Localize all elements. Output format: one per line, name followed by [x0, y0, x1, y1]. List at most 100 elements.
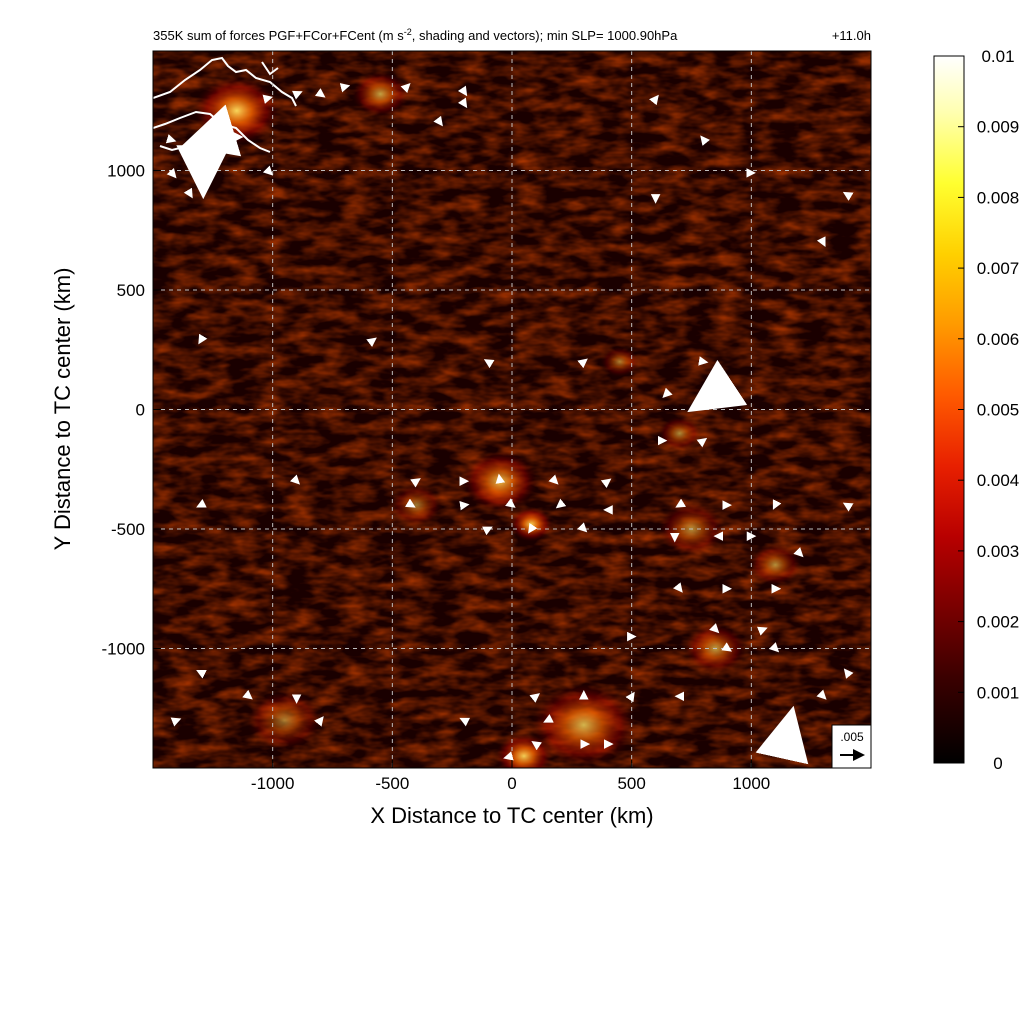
- y-tick-label-2: 0: [136, 401, 145, 420]
- colorbar-tick-label-3: 0.007: [977, 259, 1020, 278]
- x-axis-label: X Distance to TC center (km): [370, 803, 653, 828]
- colorbar-tick-label-9: 0.001: [977, 683, 1020, 702]
- hotspot-10: [600, 346, 639, 378]
- hotspot-12: [389, 484, 443, 527]
- force-vector-41: [528, 522, 538, 534]
- force-vector-22: [366, 337, 377, 348]
- colorbar-tick-label-1: 0.009: [977, 118, 1020, 137]
- force-vector-51: [289, 474, 301, 485]
- force-vector-4: [183, 187, 193, 199]
- x-tick-label-3: 500: [617, 774, 645, 793]
- hotspot-11: [246, 689, 323, 751]
- colorbar-tick-label-8: 0.002: [977, 613, 1020, 632]
- plot-area: [153, 51, 871, 768]
- force-vector-13: [457, 97, 468, 109]
- force-vector-59: [768, 642, 780, 653]
- force-vector-27: [687, 359, 748, 413]
- y-axis-ticks: 1000 500 0 -500 -1000: [102, 162, 161, 659]
- force-vector-1: [181, 104, 242, 157]
- force-vector-19: [842, 191, 854, 201]
- force-vector-32: [495, 473, 506, 484]
- reference-vector-label: .005: [840, 730, 864, 744]
- force-vector-14: [433, 115, 443, 127]
- force-vector-64: [314, 716, 324, 727]
- y-axis-label: Y Distance to TC center (km): [50, 268, 75, 551]
- force-vector-77: [816, 689, 827, 700]
- force-vector-23: [483, 359, 495, 369]
- force-vector-78: [843, 668, 854, 679]
- colorbar-tick-label-10: 0: [993, 754, 1002, 773]
- force-vector-45: [772, 499, 782, 510]
- force-vector-75: [503, 751, 514, 761]
- hotspot-1: [351, 71, 410, 117]
- force-vector-56: [709, 623, 720, 634]
- force-vector-50: [196, 498, 207, 508]
- force-vector-8: [291, 90, 303, 100]
- hotspot-6: [748, 543, 802, 586]
- y-tick-label-1: 500: [117, 281, 145, 300]
- force-vector-49: [842, 502, 854, 512]
- force-vector-24: [577, 358, 588, 369]
- hotspot-3: [509, 506, 553, 542]
- force-vector-20: [816, 236, 826, 247]
- force-vector-15: [649, 94, 659, 106]
- force-vector-35: [405, 498, 416, 508]
- force-vector-66: [459, 717, 471, 727]
- force-vector-42: [577, 522, 588, 533]
- force-vector-29: [696, 437, 708, 448]
- hotspot-8: [495, 733, 553, 768]
- colorbar-ticks: 0.01 0.009 0.008 0.007 0.006 0.005 0.004 0.003 0…: [958, 47, 1019, 773]
- reference-vector: .005: [831, 724, 872, 769]
- chart-title: 355K sum of forces PGF+FCor+FCent (m s-2…: [153, 27, 678, 43]
- force-vector-57: [757, 626, 768, 636]
- force-vector-10: [339, 83, 351, 93]
- x-tick-label-4: 1000: [732, 774, 770, 793]
- force-vector-33: [548, 474, 559, 485]
- force-vector-3: [166, 167, 177, 179]
- force-vector-69: [625, 691, 635, 703]
- hotspot-0: [193, 76, 280, 146]
- y-tick-label-0: 1000: [107, 162, 145, 181]
- force-vector-71: [543, 713, 554, 723]
- x-tick-label-0: -1000: [251, 774, 294, 793]
- force-vector-0: [165, 134, 177, 144]
- force-vector-67: [529, 693, 540, 703]
- force-vector-61: [196, 670, 207, 679]
- colorbar: 0.01 0.009 0.008 0.007 0.006 0.005 0.004 0.003 0…: [933, 47, 1019, 773]
- y-tick-label-4: -1000: [102, 640, 145, 659]
- force-vector-21: [198, 333, 208, 345]
- force-vector-16: [700, 135, 710, 146]
- x-axis-ticks: -1000 -500 0 500 1000: [251, 760, 770, 793]
- force-vector-6: [262, 165, 274, 176]
- force-vector-76: [755, 705, 809, 765]
- force-vector-30: [410, 478, 421, 488]
- force-vector-12: [457, 85, 468, 97]
- colorbar-tick-label-6: 0.004: [977, 471, 1020, 490]
- force-vector-55: [793, 547, 804, 558]
- force-vector-38: [555, 498, 567, 509]
- force-vector-34: [600, 478, 612, 489]
- force-vector-43: [675, 498, 687, 508]
- x-tick-label-1: -500: [375, 774, 409, 793]
- colorbar-tick-label-4: 0.006: [977, 330, 1020, 349]
- force-vector-52: [673, 582, 683, 593]
- force-vector-37: [505, 498, 516, 508]
- force-vector-40: [482, 526, 493, 536]
- force-vector-26: [662, 387, 673, 398]
- colorbar-tick-label-2: 0.008: [977, 188, 1020, 207]
- colorbar-tick-label-0: 0.01: [981, 47, 1014, 66]
- force-vector-11: [400, 82, 411, 94]
- force-vector-9: [314, 88, 326, 98]
- colorbar-tick-label-7: 0.003: [977, 542, 1020, 561]
- hotspot-9: [657, 416, 702, 451]
- colorbar-tick-label-5: 0.005: [977, 401, 1020, 420]
- x-tick-label-2: 0: [507, 774, 516, 793]
- force-vector-58: [721, 642, 733, 652]
- force-vector-74: [531, 741, 542, 751]
- force-vector-7: [262, 94, 274, 104]
- forecast-time: +11.0h: [832, 28, 871, 43]
- force-vector-62: [242, 689, 253, 700]
- force-vectors: [165, 82, 854, 765]
- force-vector-65: [170, 717, 182, 727]
